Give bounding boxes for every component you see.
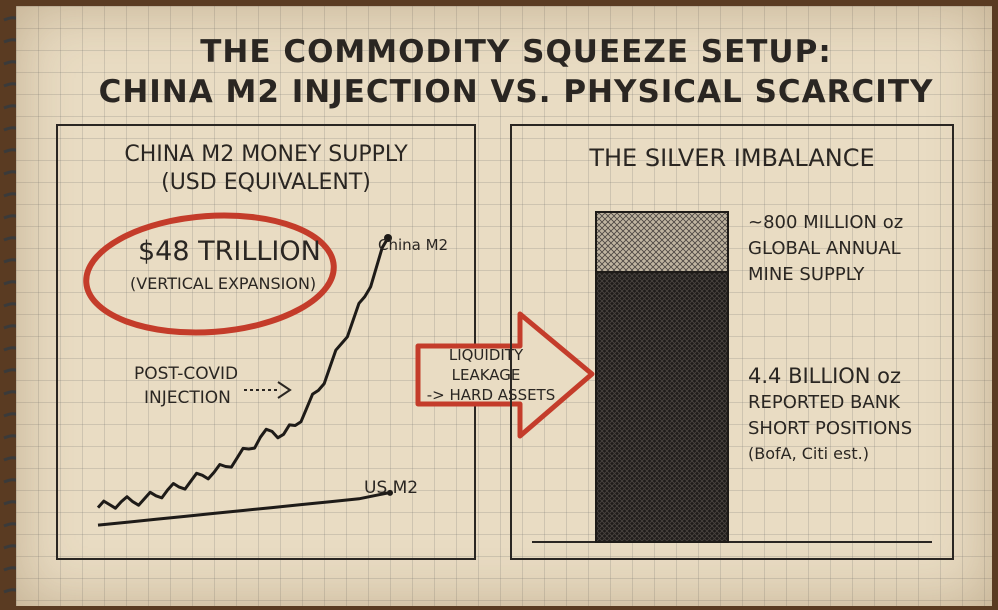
arrow-label-line-2: LEAKAGE bbox=[451, 366, 521, 384]
big-arrow-icon bbox=[415, 311, 595, 439]
supply-label-line-3: MINE SUPPLY bbox=[748, 264, 865, 285]
supply-label-line-2: GLOBAL ANNUAL bbox=[748, 238, 901, 259]
m2-chart-svg bbox=[83, 212, 393, 527]
series-line-us-m2 bbox=[97, 491, 389, 527]
short-label-line-1: 4.4 BILLION oz bbox=[748, 364, 902, 388]
m2-chart-panel: CHINA M2 MONEY SUPPLY (USD EQUIVALENT) $… bbox=[56, 124, 476, 560]
title-line-1: THE COMMODITY SQUEEZE SETUP: bbox=[200, 34, 832, 70]
short-label-line-2: REPORTED BANK bbox=[748, 392, 900, 413]
series-line-china-m2 bbox=[96, 237, 390, 510]
annotation-arrow-icon bbox=[277, 381, 292, 399]
short-label-line-4: (BofA, Citi est.) bbox=[748, 444, 869, 463]
notebook-page: THE COMMODITY SQUEEZE SETUP: CHINA M2 IN… bbox=[16, 6, 992, 606]
m2-chart-title-line-2: (USD EQUIVALENT) bbox=[161, 170, 371, 195]
annotation-line-1: POST-COVID bbox=[134, 364, 239, 384]
series-label-china-m2: China M2 bbox=[378, 236, 449, 254]
bar-mine-supply bbox=[595, 211, 729, 273]
callout-value: $48 TRILLION bbox=[138, 236, 321, 267]
china-m2-end-point bbox=[384, 234, 392, 242]
silver-chart-svg bbox=[532, 211, 932, 543]
silver-panel: THE SILVER IMBALANCE ~800 MILLION oz GLO… bbox=[510, 124, 954, 560]
annotation-line-2: INJECTION bbox=[144, 388, 231, 408]
callout-circle bbox=[83, 212, 337, 336]
callout-note: (VERTICAL EXPANSION) bbox=[130, 274, 317, 293]
short-label-line-3: SHORT POSITIONS bbox=[748, 418, 913, 439]
supply-label-line-1: ~800 MILLION oz bbox=[748, 212, 904, 233]
silver-title: THE SILVER IMBALANCE bbox=[589, 144, 875, 172]
arrow-label-line-3: -> HARD ASSETS bbox=[426, 386, 556, 404]
title-line-2: CHINA M2 INJECTION VS. PHYSICAL SCARCITY bbox=[98, 74, 934, 110]
m2-chart-title-line-1: CHINA M2 MONEY SUPPLY bbox=[124, 142, 408, 167]
arrow-label-line-1: LIQUIDITY bbox=[448, 346, 524, 364]
series-label-us-m2: US M2 bbox=[364, 478, 419, 498]
us-m2-end-point bbox=[387, 489, 393, 496]
